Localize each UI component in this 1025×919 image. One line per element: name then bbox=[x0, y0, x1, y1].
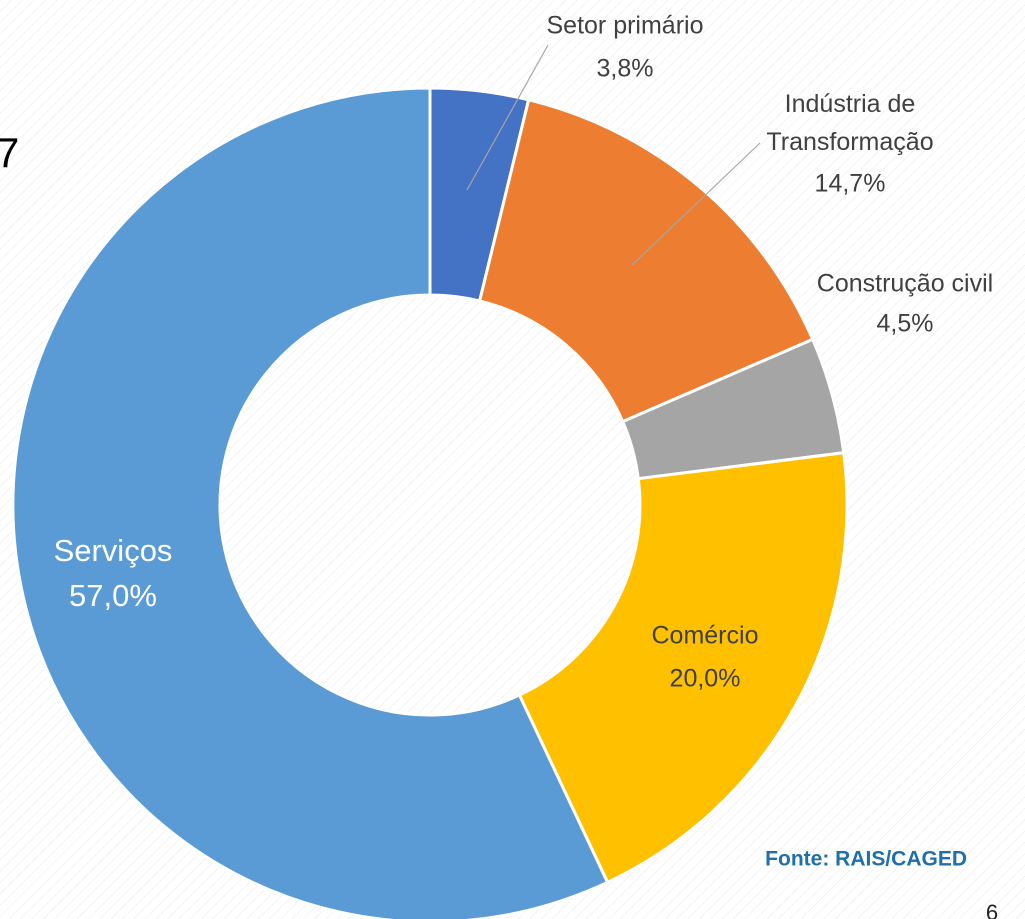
title-fragment: 7 bbox=[0, 129, 19, 176]
slice-label: Comércio bbox=[652, 622, 759, 650]
slice-label: Construção civil bbox=[817, 270, 993, 298]
page-number: 6 bbox=[986, 900, 998, 919]
value-label: 20,0% bbox=[670, 665, 741, 693]
slice bbox=[477, 98, 815, 424]
value-label: 57,0% bbox=[69, 578, 157, 613]
slice-label: Serviços bbox=[54, 533, 173, 568]
leader-line bbox=[466, 44, 549, 191]
slice bbox=[11, 86, 610, 919]
slice bbox=[517, 451, 849, 885]
leader-line bbox=[631, 142, 761, 266]
slice-label: Setor primário bbox=[547, 12, 704, 40]
value-label: 3,8% bbox=[597, 55, 654, 83]
value-label: 14,7% bbox=[815, 170, 886, 198]
slice-label: Indústria de Transformação bbox=[766, 90, 933, 156]
source: Fonte: RAIS/CAGED bbox=[765, 848, 967, 871]
value-label: 4,5% bbox=[877, 310, 934, 338]
